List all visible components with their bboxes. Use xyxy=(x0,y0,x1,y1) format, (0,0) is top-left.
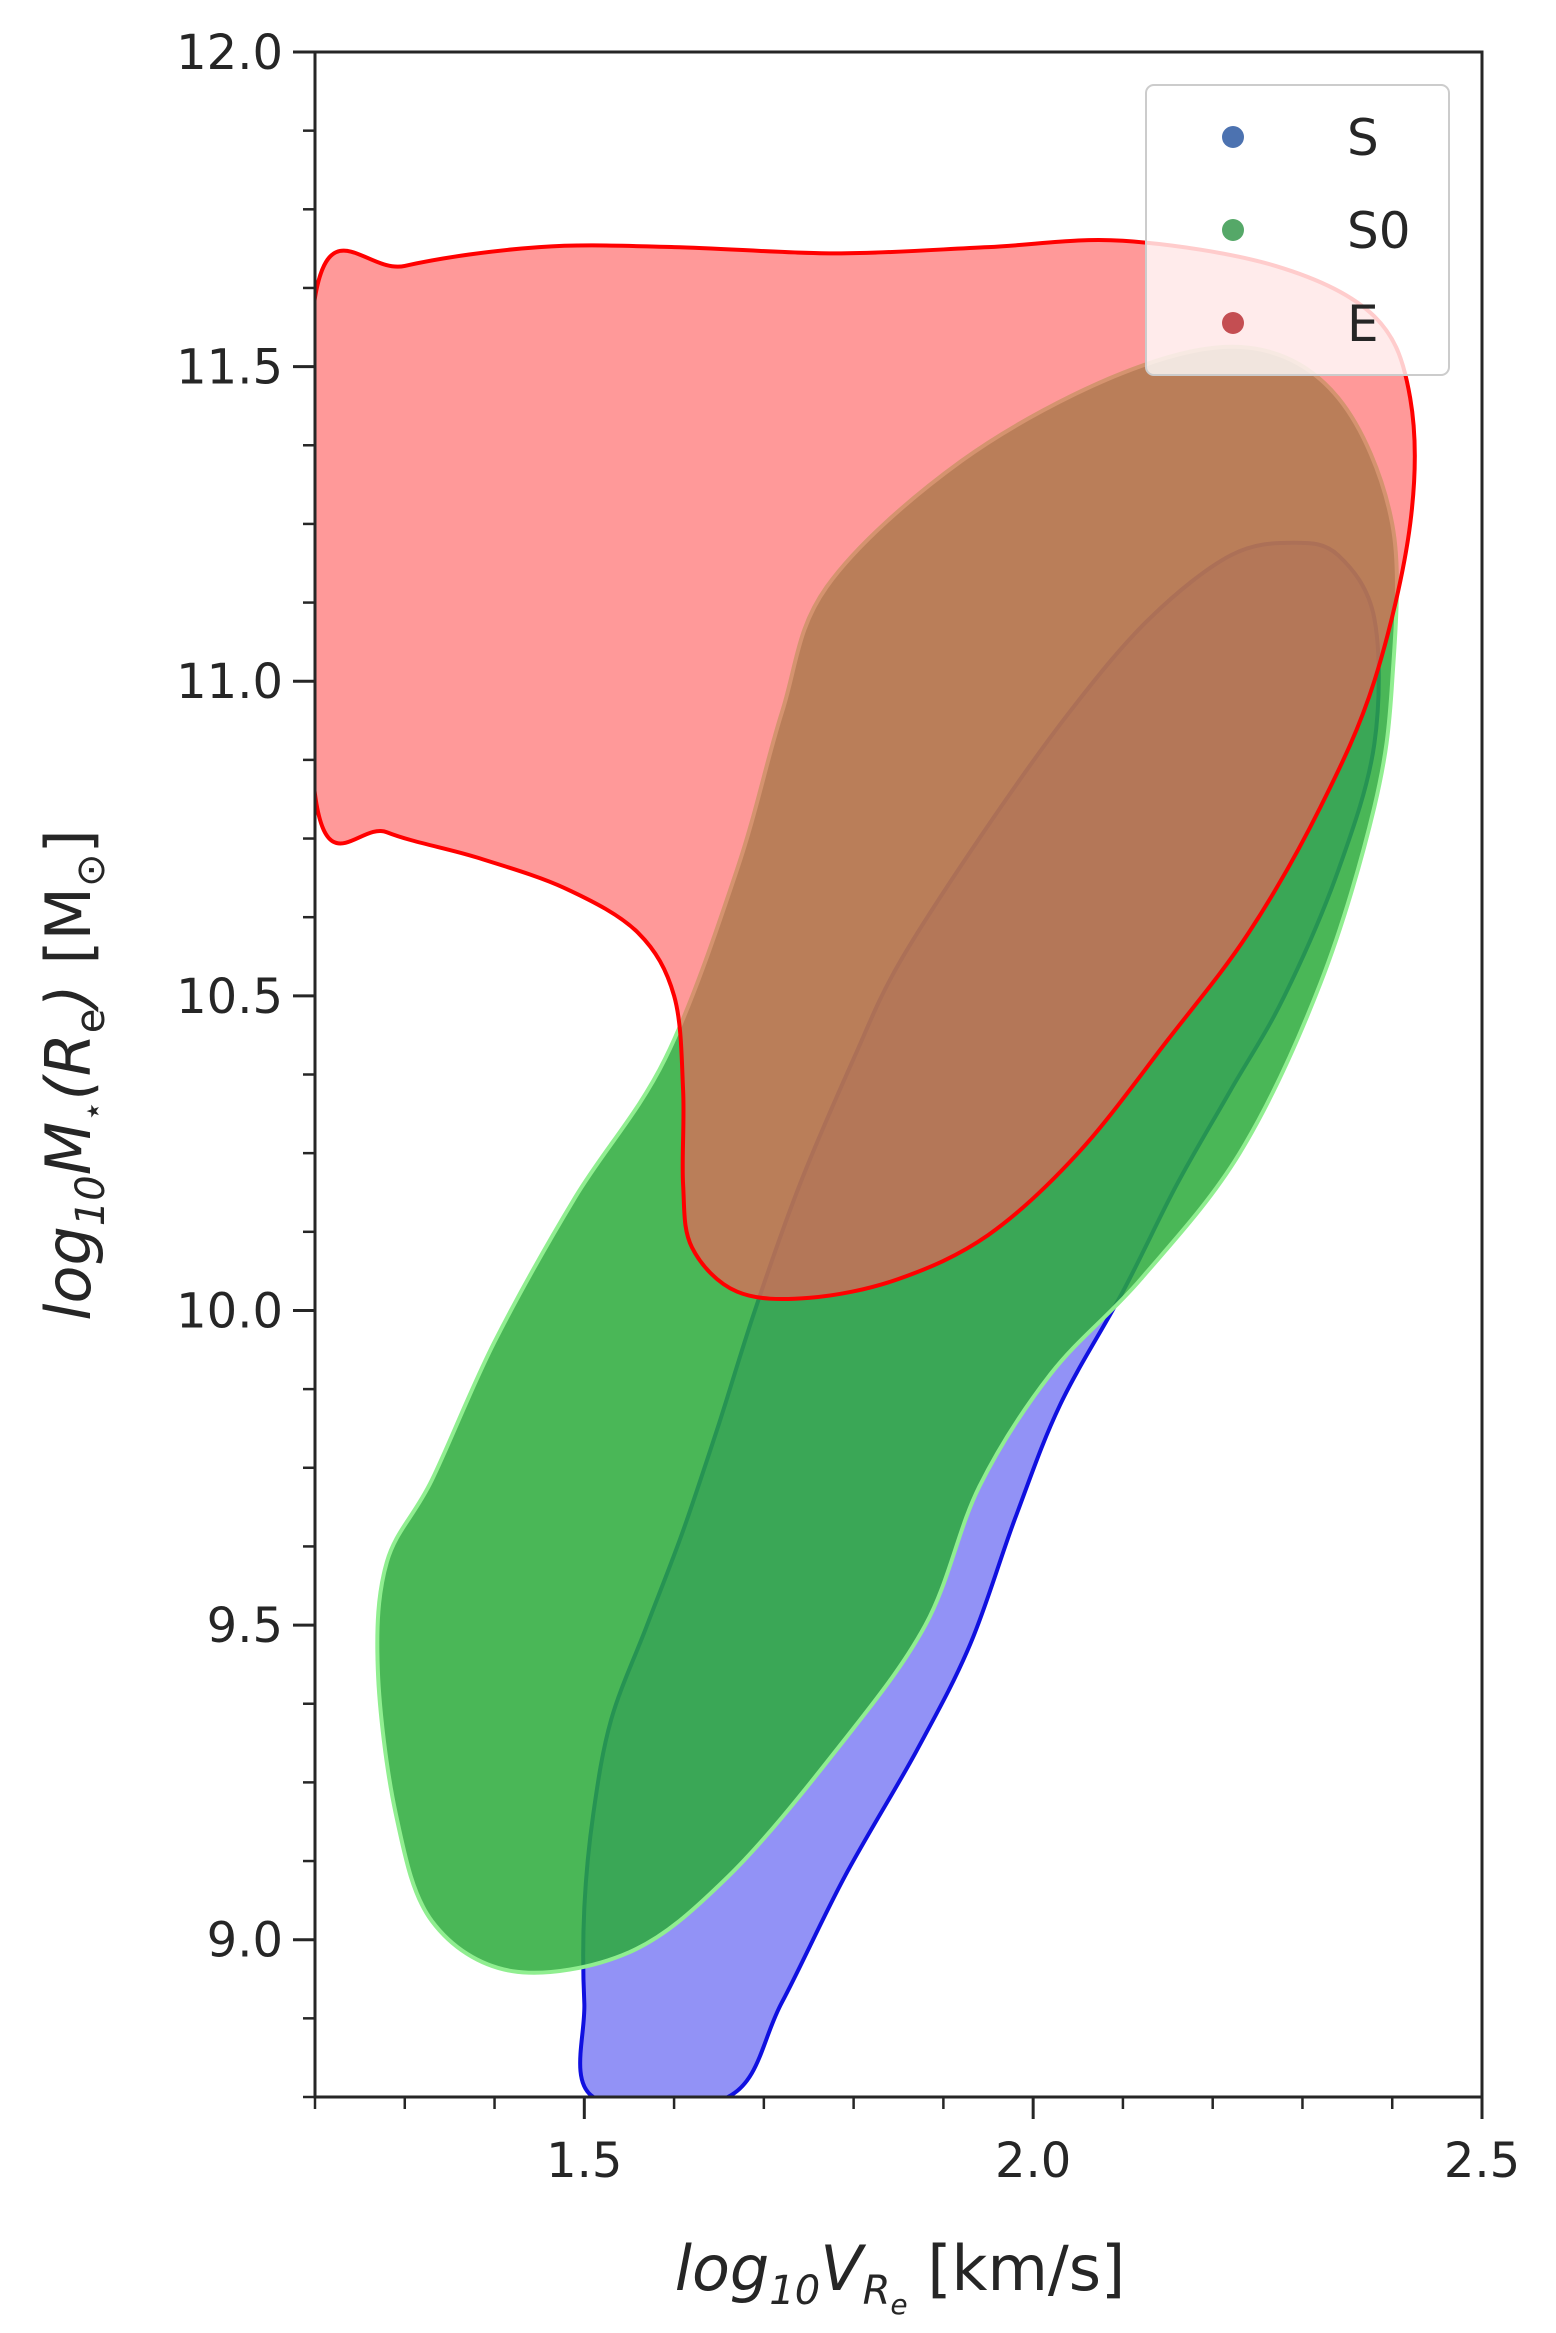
legend-label-s0: S0 xyxy=(1347,202,1411,260)
y-tick-label: 12.0 xyxy=(176,25,283,81)
y-axis-title: log10M⋆(Re) [M⊙] xyxy=(32,829,114,1320)
y-tick-label: 10.0 xyxy=(176,1283,283,1339)
x-tick-label: 1.5 xyxy=(546,2133,622,2189)
legend-marker-s xyxy=(1222,126,1244,148)
y-tick-label: 11.0 xyxy=(176,654,283,710)
legend-label-e: E xyxy=(1347,295,1379,353)
legend-box xyxy=(1145,84,1450,376)
y-tick-label: 9.5 xyxy=(207,1598,283,1654)
legend-marker-s0 xyxy=(1222,219,1244,241)
contour-layer xyxy=(315,238,1417,2097)
y-tick-label: 9.0 xyxy=(207,1913,283,1969)
y-tick-label: 10.5 xyxy=(176,969,283,1025)
contour-e xyxy=(315,238,1417,1302)
legend: S S0 E xyxy=(1145,84,1450,376)
y-axis: 9.0 9.5 10.0 10.5 11.0 11.5 12.0 xyxy=(176,25,315,2099)
x-tick-label: 2.5 xyxy=(1444,2133,1520,2189)
legend-marker-e xyxy=(1222,312,1244,334)
y-tick-label: 11.5 xyxy=(176,340,283,396)
x-axis-title: log10VRe [km/s] xyxy=(675,2232,1125,2321)
legend-label-s: S xyxy=(1347,109,1379,167)
x-tick-label: 2.0 xyxy=(995,2133,1071,2189)
x-axis: 1.5 2.0 2.5 xyxy=(313,2097,1520,2189)
